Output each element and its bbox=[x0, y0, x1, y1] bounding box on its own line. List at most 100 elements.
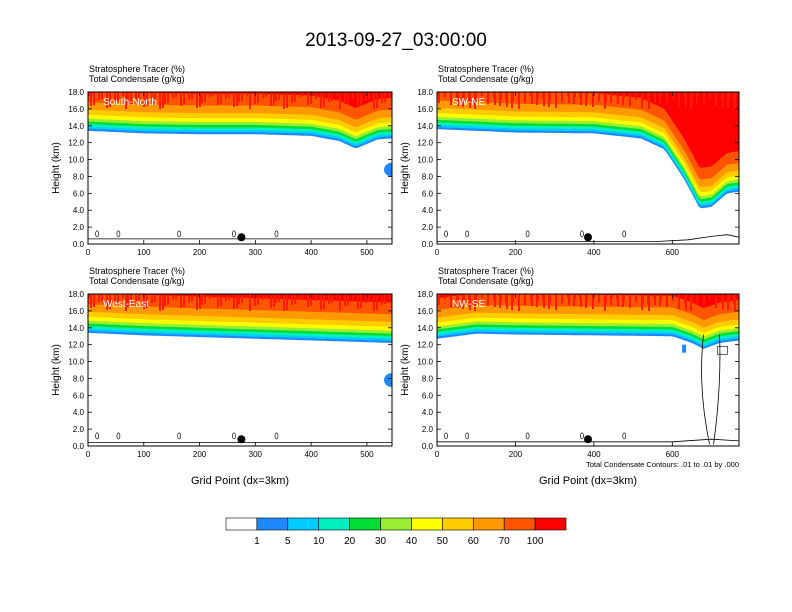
condensate-contour bbox=[274, 432, 279, 440]
condensate-contour bbox=[95, 230, 99, 238]
tracer-speckle bbox=[622, 294, 624, 307]
tracer-speckle bbox=[469, 294, 471, 310]
tracer-speckle bbox=[209, 294, 211, 299]
tracer-speckle bbox=[543, 294, 545, 308]
tracer-speckle bbox=[685, 294, 687, 310]
tracer-speckle bbox=[159, 294, 161, 311]
tracer-speckle bbox=[196, 294, 198, 310]
tracer-speckle bbox=[291, 92, 293, 103]
tracer-speckle bbox=[88, 294, 90, 298]
condensate-contour bbox=[525, 432, 530, 440]
tracer-speckle bbox=[339, 92, 341, 109]
x-tick-label: 0 bbox=[86, 450, 91, 459]
tracer-speckle bbox=[154, 294, 156, 302]
tracer-speckle bbox=[365, 294, 367, 303]
tracer-speckle bbox=[138, 92, 140, 98]
tracer-speckle bbox=[352, 294, 354, 300]
tracer-speckle bbox=[233, 294, 235, 309]
tracer-speckle bbox=[623, 92, 625, 98]
tracer-speckle bbox=[518, 92, 520, 109]
tracer-speckle bbox=[188, 92, 190, 100]
x-tick-label: 400 bbox=[304, 450, 318, 459]
tracer-speckle bbox=[122, 294, 124, 298]
x-tick-label: 100 bbox=[137, 450, 151, 459]
tracer-speckle bbox=[183, 92, 185, 105]
tracer-speckle bbox=[162, 92, 164, 108]
tracer-speckle bbox=[659, 294, 661, 306]
tracer-speckle bbox=[180, 92, 182, 106]
condensate-contour bbox=[177, 432, 182, 440]
tracer-speckle bbox=[225, 294, 227, 301]
y-tick-label: 2.0 bbox=[73, 223, 85, 232]
tracer-speckle bbox=[236, 294, 238, 308]
y-tick-label: 16.0 bbox=[417, 307, 433, 316]
colorbar-swatch bbox=[349, 517, 381, 531]
plot-area bbox=[88, 92, 392, 244]
tracer-speckle bbox=[191, 92, 193, 99]
tracer-speckle bbox=[336, 92, 338, 96]
tracer-speckle bbox=[500, 92, 502, 99]
condensate-contour bbox=[525, 230, 530, 238]
tracer-speckle bbox=[696, 294, 698, 305]
tracer-speckle bbox=[159, 92, 161, 109]
tracer-speckle bbox=[368, 92, 370, 100]
tracer-speckle bbox=[283, 294, 285, 311]
tracer-speckle bbox=[101, 294, 103, 301]
colorbar-swatch bbox=[318, 517, 350, 531]
y-tick-label: 16.0 bbox=[68, 307, 84, 316]
panel-label: NW-SE bbox=[452, 299, 485, 310]
tracer-speckle bbox=[352, 92, 354, 98]
tracer-speckle bbox=[500, 294, 502, 301]
tracer-speckle bbox=[125, 294, 127, 311]
panel-label: South-North bbox=[103, 97, 157, 108]
colorbar-label: 20 bbox=[344, 536, 356, 547]
y-tick-label: 10.0 bbox=[417, 358, 433, 367]
tracer-speckle bbox=[347, 92, 349, 103]
tracer-speckle bbox=[494, 92, 496, 105]
x-tick-label: 0 bbox=[435, 248, 440, 257]
panel-west-east: West-East Stratosphere Tracer (%)Total Co… bbox=[51, 266, 393, 487]
tracer-speckle bbox=[360, 92, 362, 106]
tracer-speckle bbox=[660, 92, 662, 97]
colorbar-label: 50 bbox=[437, 536, 449, 547]
condensate-contour bbox=[444, 432, 448, 440]
tracer-speckle bbox=[130, 92, 132, 104]
panel-title-line: Total Condensate (g/kg) bbox=[89, 276, 185, 286]
tracer-speckle bbox=[265, 294, 267, 299]
tracer-speckle bbox=[506, 294, 508, 309]
tracer-speckle bbox=[512, 92, 514, 101]
y-tick-label: 18.0 bbox=[68, 88, 84, 97]
tracer-band bbox=[437, 92, 739, 180]
x-axis-label: Grid Point (dx=3km) bbox=[191, 475, 289, 487]
condensate-contour bbox=[116, 432, 121, 440]
condensate-contour bbox=[465, 432, 470, 440]
tracer-speckle bbox=[241, 92, 243, 101]
colorbar-label: 5 bbox=[285, 536, 291, 547]
tracer-speckle bbox=[592, 294, 594, 309]
tracer-speckle bbox=[622, 92, 624, 105]
condensate-contour bbox=[622, 432, 627, 440]
y-tick-label: 10.0 bbox=[417, 156, 433, 165]
tracer-speckle bbox=[450, 92, 452, 105]
tracer-speckle bbox=[357, 92, 359, 107]
y-tick-label: 4.0 bbox=[422, 206, 434, 215]
tracer-speckle bbox=[262, 92, 264, 98]
tracer-speckle bbox=[294, 92, 296, 102]
tracer-speckle bbox=[307, 294, 309, 307]
tracer-speckle bbox=[659, 92, 661, 104]
tracer-speckle bbox=[617, 294, 619, 306]
tracer-speckle bbox=[610, 294, 612, 305]
tracer-speckle bbox=[617, 92, 619, 104]
x-tick-label: 400 bbox=[304, 248, 318, 257]
panel-sw-ne: SW-NE Stratosphere Tracer (%)Total Conden… bbox=[400, 64, 740, 257]
colorbar-swatch bbox=[225, 517, 258, 531]
colorbar-swatch bbox=[287, 517, 320, 531]
tracer-speckle bbox=[531, 92, 533, 104]
y-tick-label: 18.0 bbox=[417, 88, 433, 97]
y-tick-label: 2.0 bbox=[73, 425, 85, 434]
tracer-speckle bbox=[555, 294, 557, 310]
x-tick-label: 300 bbox=[249, 248, 263, 257]
tracer-speckle bbox=[138, 294, 140, 300]
tracer-speckle bbox=[328, 92, 330, 102]
tracer-speckle bbox=[610, 92, 612, 103]
